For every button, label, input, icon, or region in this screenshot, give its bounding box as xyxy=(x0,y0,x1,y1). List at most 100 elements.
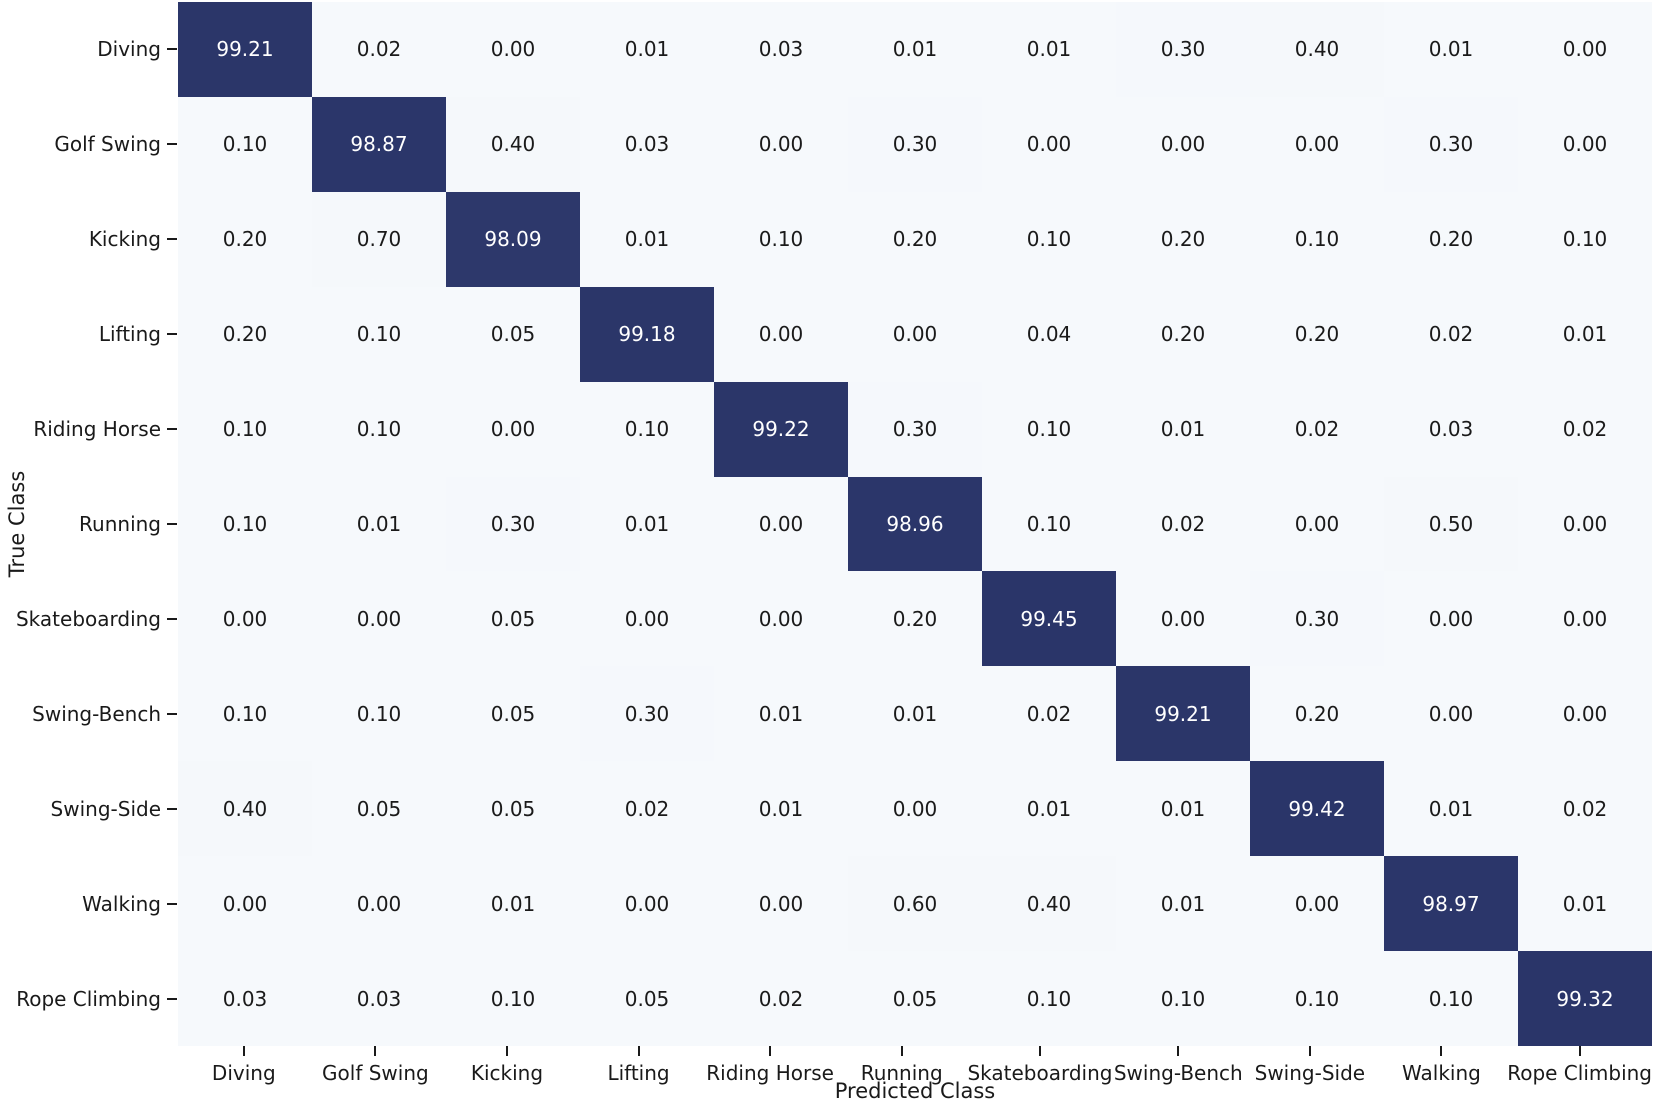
matrix-cell: 0.40 xyxy=(446,96,580,192)
matrix-cell: 0.10 xyxy=(1250,951,1384,1046)
matrix-cell: 0.00 xyxy=(714,476,848,572)
matrix-cell: 0.30 xyxy=(1384,96,1518,192)
matrix-cell: 0.01 xyxy=(580,476,714,572)
x-tick-label-text: Skateboarding xyxy=(967,1061,1113,1085)
matrix-cell: 0.01 xyxy=(982,761,1116,857)
matrix-cell: 0.20 xyxy=(1384,191,1518,287)
y-tick-label-text: Riding Horse xyxy=(33,417,161,442)
matrix-cell: 0.02 xyxy=(312,2,446,97)
matrix-cell: 99.21 xyxy=(178,2,312,97)
y-tick-mark xyxy=(167,143,177,146)
matrix-cell: 0.05 xyxy=(312,761,446,857)
matrix-cell: 0.70 xyxy=(312,191,446,287)
x-tick-label: Golf Swing xyxy=(310,1046,442,1085)
matrix-cell: 0.10 xyxy=(982,191,1116,287)
matrix-cell: 0.04 xyxy=(982,286,1116,382)
x-tick-mark xyxy=(1440,1046,1443,1056)
matrix-cell: 0.00 xyxy=(178,856,312,952)
matrix-cell: 0.01 xyxy=(1518,286,1652,382)
matrix-cell: 0.00 xyxy=(312,856,446,952)
matrix-cell: 0.40 xyxy=(178,761,312,857)
matrix-cell: 0.00 xyxy=(714,856,848,952)
matrix-cell: 0.05 xyxy=(446,666,580,762)
matrix-cell: 0.05 xyxy=(446,571,580,667)
matrix-cell: 0.00 xyxy=(1518,2,1652,97)
matrix-cell: 0.20 xyxy=(178,191,312,287)
x-axis-tick-labels: Diving Golf Swing Kicking Lifting Riding Hor… xyxy=(178,1046,1652,1085)
matrix-cell: 0.20 xyxy=(1250,286,1384,382)
matrix-cell: 0.10 xyxy=(178,666,312,762)
y-tick-label-text: Walking xyxy=(82,891,161,916)
y-tick-label-text: Kicking xyxy=(88,227,161,252)
matrix-cell: 0.10 xyxy=(178,96,312,192)
matrix-cell: 0.03 xyxy=(580,96,714,192)
matrix-cell: 0.00 xyxy=(714,571,848,667)
x-tick-mark xyxy=(1578,1046,1581,1056)
matrix-cell: 0.00 xyxy=(848,286,982,382)
x-tick-mark xyxy=(505,1046,508,1056)
x-tick-label-text: Lifting xyxy=(607,1061,670,1085)
matrix-cell: 0.01 xyxy=(1384,2,1518,97)
matrix-cell: 0.00 xyxy=(1518,666,1652,762)
matrix-cell: 0.10 xyxy=(580,381,714,477)
matrix-cell: 0.40 xyxy=(1250,2,1384,97)
x-tick-label: Walking xyxy=(1376,1046,1508,1085)
y-tick-label: Golf Swing xyxy=(0,97,177,192)
matrix-cell: 0.02 xyxy=(1250,381,1384,477)
matrix-cell: 0.00 xyxy=(714,286,848,382)
matrix-cell: 0.05 xyxy=(446,286,580,382)
y-tick-label: Rope Climbing xyxy=(0,951,177,1046)
matrix-cell: 0.10 xyxy=(1384,951,1518,1046)
matrix-cell: 0.00 xyxy=(1250,96,1384,192)
matrix-cell: 99.18 xyxy=(580,286,714,382)
y-tick-label-text: Running xyxy=(79,511,161,536)
matrix-cell: 0.60 xyxy=(848,856,982,952)
x-tick-label: Swing-Side xyxy=(1244,1046,1376,1085)
x-tick-label: Running xyxy=(836,1046,968,1085)
x-axis-title: Predicted Class xyxy=(834,1079,996,1103)
x-tick-label-text: Diving xyxy=(211,1061,276,1085)
matrix-cell: 0.02 xyxy=(1384,286,1518,382)
x-tick-mark xyxy=(1308,1046,1311,1056)
y-tick-mark xyxy=(167,712,177,715)
y-tick-label-text: Skateboarding xyxy=(15,606,161,631)
y-tick-label-text: Golf Swing xyxy=(54,132,161,157)
matrix-cell: 0.01 xyxy=(580,191,714,287)
matrix-cell: 0.05 xyxy=(446,761,580,857)
matrix-cell: 99.45 xyxy=(982,571,1116,667)
x-tick-label: Swing-Bench xyxy=(1112,1046,1244,1085)
y-tick-mark xyxy=(167,997,177,1000)
matrix-cell: 0.03 xyxy=(178,951,312,1046)
y-tick-label: Diving xyxy=(0,2,177,97)
matrix-cell: 0.01 xyxy=(312,476,446,572)
matrix-cell: 0.30 xyxy=(446,476,580,572)
y-tick-mark xyxy=(167,902,177,905)
matrix-cell: 98.97 xyxy=(1384,856,1518,952)
matrix-cell: 0.01 xyxy=(1384,761,1518,857)
y-tick-label: Riding Horse xyxy=(0,382,177,477)
y-tick-mark xyxy=(167,617,177,620)
matrix-cell: 0.10 xyxy=(312,286,446,382)
x-tick-mark xyxy=(242,1046,245,1056)
matrix-cell: 0.02 xyxy=(714,951,848,1046)
matrix-cell: 0.00 xyxy=(714,96,848,192)
matrix-cell: 0.00 xyxy=(580,571,714,667)
matrix-cell: 0.00 xyxy=(1384,666,1518,762)
x-tick-label-text: Riding Horse xyxy=(706,1061,834,1085)
matrix-cell: 0.10 xyxy=(982,381,1116,477)
matrix-cell: 0.50 xyxy=(1384,476,1518,572)
matrix-cell: 0.20 xyxy=(1250,666,1384,762)
matrix-cell: 0.00 xyxy=(1518,476,1652,572)
matrix-cell: 0.01 xyxy=(982,2,1116,97)
matrix-cell: 0.00 xyxy=(982,96,1116,192)
x-tick-mark xyxy=(1177,1046,1180,1056)
matrix-cell: 0.00 xyxy=(178,571,312,667)
matrix-cell: 0.03 xyxy=(714,2,848,97)
y-tick-label: Lifting xyxy=(0,287,177,382)
y-tick-label: Swing-Bench xyxy=(0,666,177,761)
matrix-cell: 0.05 xyxy=(580,951,714,1046)
matrix-cell: 99.21 xyxy=(1116,666,1250,762)
matrix-cell: 0.20 xyxy=(1116,286,1250,382)
y-axis-tick-labels: Diving Golf Swing Kicking Lifting Riding Hor… xyxy=(0,2,177,1046)
matrix-cell: 0.00 xyxy=(580,856,714,952)
